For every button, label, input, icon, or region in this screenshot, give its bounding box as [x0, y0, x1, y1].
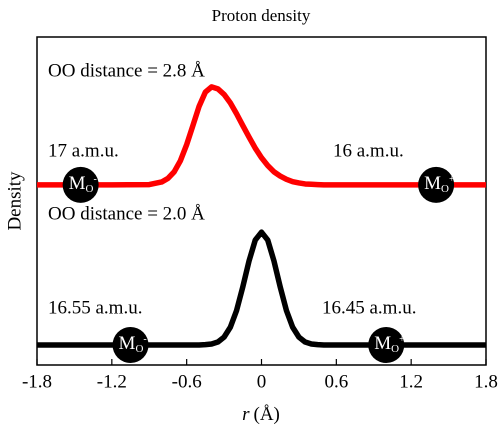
- x-tick-label: 1.8: [474, 371, 498, 392]
- ion-label: MO+: [374, 333, 405, 354]
- ion-marker: [112, 326, 149, 363]
- ion-label: MO-: [69, 173, 97, 194]
- chart-title: Proton density: [212, 6, 311, 25]
- ion-base: M: [424, 173, 441, 194]
- annotation: 16.55 a.m.u.: [48, 297, 142, 318]
- annotation: 16 a.m.u.: [333, 140, 404, 161]
- annotation: 16.45 a.m.u.: [322, 297, 416, 318]
- annotation: 17 a.m.u.: [48, 140, 119, 161]
- ion-sub: O: [441, 182, 449, 194]
- ion-base: M: [119, 333, 136, 354]
- x-tick-label: -1.8: [22, 371, 52, 392]
- ion-base: M: [374, 333, 391, 354]
- y-axis-label: Density: [4, 171, 25, 231]
- series-label: OO distance = 2.8 Å: [48, 60, 205, 81]
- ion-sub: O: [391, 343, 399, 355]
- ion-marker: [62, 166, 99, 203]
- ion-sup: +: [399, 334, 405, 345]
- x-tick-label: 0.6: [324, 371, 348, 392]
- x-tick-label: 1.2: [399, 371, 423, 392]
- x-label-symbol: r: [242, 404, 250, 425]
- ion-sub: O: [86, 182, 94, 194]
- x-tick-label: -0.6: [172, 371, 202, 392]
- ion-sup: +: [449, 174, 455, 185]
- ion-sub: O: [135, 343, 143, 355]
- ion-sup: -: [143, 334, 146, 345]
- x-axis-label: r (Å): [242, 404, 280, 425]
- ion-marker: [418, 166, 455, 203]
- ion-marker: [368, 326, 405, 363]
- ion-base: M: [69, 173, 86, 194]
- x-tick-label: -1.2: [97, 371, 127, 392]
- x-tick-label: 0: [257, 371, 267, 392]
- ion-sup: -: [94, 174, 97, 185]
- ion-label: MO-: [119, 333, 147, 354]
- ion-label: MO+: [424, 173, 455, 194]
- series-line: [37, 229, 486, 348]
- series-label: OO distance = 2.0 Å: [48, 203, 205, 224]
- x-label-unit: (Å): [254, 404, 280, 425]
- series-line: [37, 84, 486, 188]
